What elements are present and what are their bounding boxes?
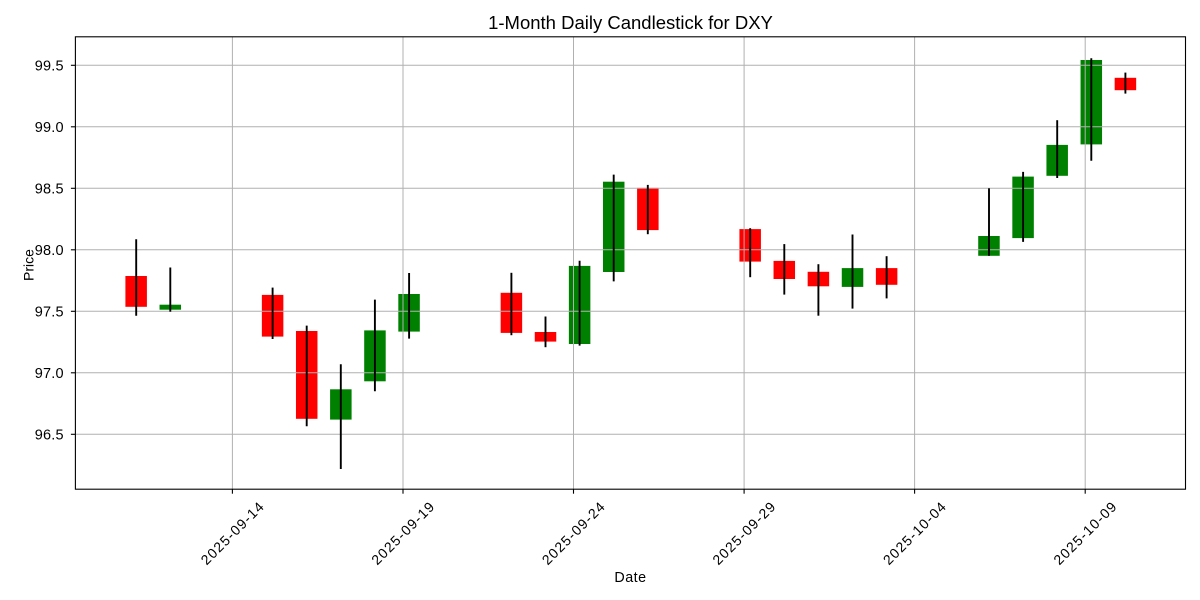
- svg-text:99.5: 99.5: [35, 59, 64, 75]
- svg-text:97.0: 97.0: [35, 366, 64, 382]
- svg-text:Price: Price: [21, 249, 37, 281]
- svg-text:Date: Date: [614, 570, 646, 586]
- svg-text:98.5: 98.5: [35, 182, 64, 198]
- svg-text:98.0: 98.0: [35, 243, 64, 259]
- svg-text:1-Month Daily Candlestick for: 1-Month Daily Candlestick for DXY: [488, 12, 773, 33]
- svg-text:96.5: 96.5: [35, 428, 64, 444]
- svg-text:99.0: 99.0: [35, 120, 64, 136]
- svg-text:97.5: 97.5: [35, 305, 64, 321]
